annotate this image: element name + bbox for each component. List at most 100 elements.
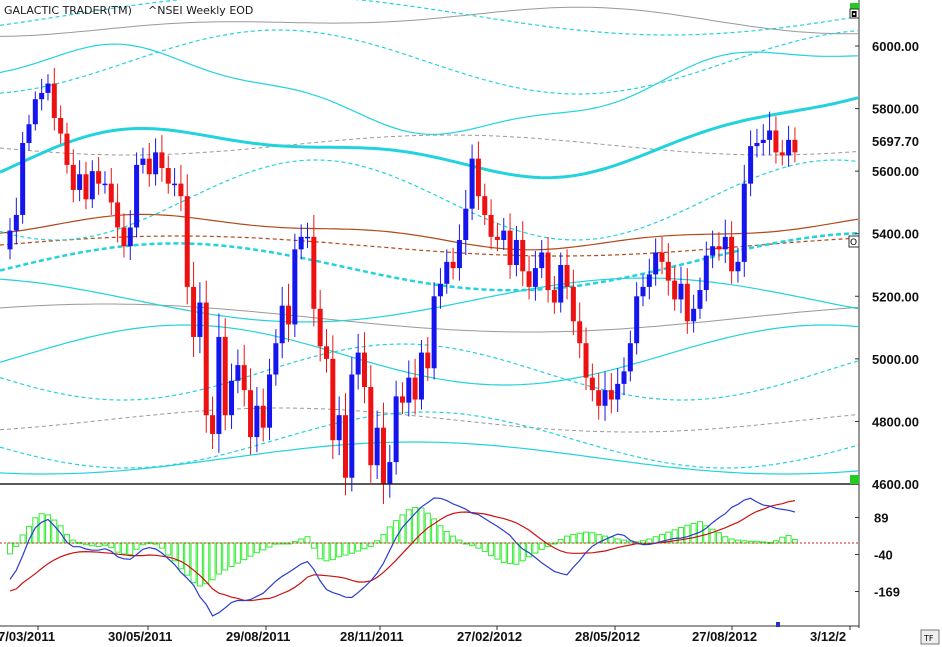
candle-body-55 [355, 352, 361, 375]
candle-body-82 [526, 271, 532, 287]
candle-body-34 [222, 336, 228, 416]
histogram-bar-63 [405, 509, 412, 544]
histogram-bar-27 [177, 542, 184, 570]
candle-body-119 [760, 139, 766, 143]
histogram-bar-19 [127, 542, 134, 555]
cyan-bottom-dashed [0, 411, 859, 469]
candle-body-32 [210, 415, 216, 434]
candle-body-76 [488, 214, 494, 237]
candle-body-96 [615, 383, 621, 400]
histogram-bar-36 [234, 542, 241, 564]
candle-body-58 [374, 427, 380, 466]
candle-body-56 [361, 352, 367, 388]
overlay-toggle-button[interactable] [848, 235, 860, 248]
date-tick-label-3: 28/11/2011 [340, 629, 404, 644]
histogram-bar-76 [488, 542, 495, 557]
histogram-bar-64 [412, 506, 419, 544]
histogram-bar-59 [380, 533, 387, 544]
histogram-bar-70 [450, 535, 457, 544]
candle-body-97 [621, 371, 627, 384]
scale-toggle-button[interactable] [849, 8, 860, 19]
candle-body-93 [596, 390, 602, 406]
candle-body-9 [64, 133, 70, 165]
candle-body-27 [178, 183, 184, 197]
histogram-bar-124 [791, 539, 798, 544]
candle-body-39 [254, 405, 260, 438]
histogram-bar-78 [500, 542, 507, 564]
histogram-bar-77 [494, 542, 501, 560]
candle-body-26 [172, 183, 178, 186]
candle-body-124 [792, 139, 798, 153]
date-tick-label-1: 30/05/2011 [108, 629, 172, 644]
candle-body-87 [558, 265, 564, 303]
indicator-tick-label-1: -40 [874, 547, 893, 562]
candle-body-83 [532, 268, 538, 287]
candle-body-71 [456, 239, 462, 269]
histogram-bar-81 [519, 542, 526, 562]
histogram-bar-48 [310, 542, 317, 549]
panel-corner-marker[interactable] [850, 475, 859, 484]
candle-body-86 [551, 290, 557, 303]
candle-body-11 [77, 174, 83, 190]
candle-body-80 [513, 239, 519, 265]
candle-body-36 [235, 365, 241, 381]
histogram-bar-25 [165, 542, 172, 556]
histogram-bar-90 [576, 532, 583, 544]
timeframe-button[interactable] [920, 629, 940, 645]
price-tick-label-2: 5000.00 [872, 352, 919, 367]
gray-middle-band [0, 303, 859, 333]
candle-body-95 [608, 390, 614, 400]
histogram-bar-52 [336, 542, 343, 558]
price-tick-label-7: 6000.00 [872, 39, 919, 54]
date-scroll-marker[interactable] [776, 622, 780, 627]
histogram-bar-0 [7, 542, 13, 555]
candle-body-88 [564, 265, 570, 287]
candle-body-117 [748, 146, 754, 184]
histogram-bar-7 [51, 519, 58, 544]
candle-body-64 [412, 377, 418, 400]
candle-body-16 [108, 183, 114, 203]
histogram-bar-32 [209, 542, 216, 581]
histogram-bar-55 [355, 542, 362, 552]
candle-body-81 [520, 239, 526, 272]
candle-body-84 [539, 252, 545, 269]
candle-body-109 [697, 290, 703, 309]
indicator-tick-label-2: -169 [874, 584, 900, 599]
date-tick-label-0: 7/03/2011 [0, 629, 55, 644]
date-tick-label-2: 29/08/2011 [226, 629, 290, 644]
candle-body-89 [570, 286, 576, 322]
histogram-bar-37 [241, 542, 248, 561]
histogram-bar-21 [139, 542, 146, 546]
candle-body-14 [96, 171, 102, 184]
histogram-bar-105 [671, 529, 678, 544]
candle-body-43 [279, 305, 285, 344]
histogram-bar-38 [247, 542, 254, 557]
candle-body-28 [184, 196, 190, 287]
candle-body-46 [298, 236, 304, 250]
candle-body-110 [703, 255, 709, 291]
candle-body-57 [368, 387, 374, 466]
cycle-band-overlays [0, 0, 859, 475]
histogram-bar-79 [507, 542, 514, 565]
candle-body-22 [146, 158, 152, 175]
histogram-bar-26 [171, 542, 178, 562]
date-tick-label-4: 27/02/2012 [457, 629, 522, 644]
last-price-label: 5697.70 [872, 134, 919, 149]
histogram-bar-47 [304, 536, 311, 544]
candle-body-74 [475, 158, 481, 197]
candle-body-44 [286, 305, 292, 325]
cyan-main-trend-band [0, 96, 859, 180]
histogram-bar-23 [152, 542, 159, 545]
candle-body-25 [165, 168, 171, 184]
histogram-bar-122 [779, 536, 786, 544]
candle-body-33 [216, 336, 222, 434]
top-corner-marker[interactable] [850, 3, 859, 12]
histogram-bar-84 [538, 542, 545, 550]
candle-body-62 [399, 396, 405, 403]
histogram-bar-56 [361, 542, 368, 550]
candle-body-49 [317, 308, 323, 347]
cyan-lower-band-2 [0, 277, 859, 323]
candle-body-41 [267, 374, 273, 428]
candle-body-108 [691, 308, 697, 322]
